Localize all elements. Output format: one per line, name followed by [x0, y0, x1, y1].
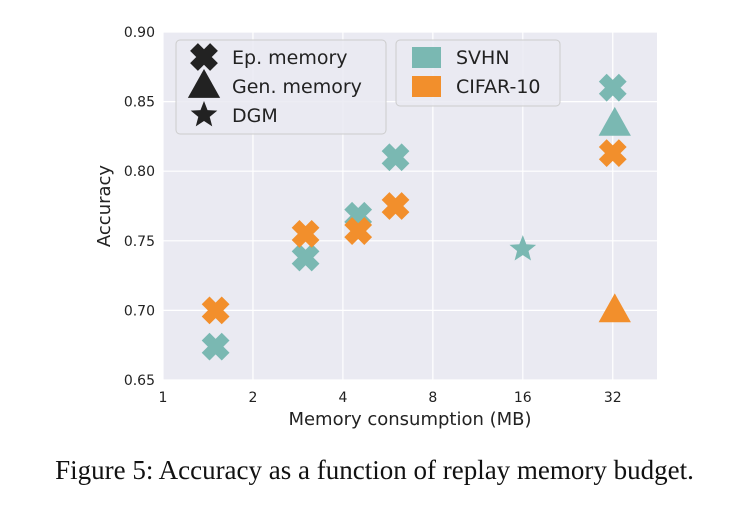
x-tick-label: 1: [159, 390, 168, 406]
legend-color-swatch: [412, 47, 441, 68]
ep-memory-point: [291, 243, 320, 272]
accuracy-chart: 1 2 4 8 16 32 0.65 0.70 0.75 0.80 0.85 0.90 Ep. me…: [94, 25, 657, 430]
figure-caption: Figure 5: Accuracy as a function of repl…: [55, 455, 694, 485]
legend-label: SVHN: [456, 47, 510, 69]
legend: Ep. memory Gen. memory DGM SVHN CIFAR-10: [175, 39, 561, 135]
x-tick-label: 8: [428, 390, 437, 406]
y-tick-label: 0.65: [124, 373, 155, 389]
ep-memory-point: [201, 332, 230, 361]
dgm-legend-icon: [190, 101, 218, 127]
ep-memory-point: [344, 217, 373, 245]
legend-label: DGM: [232, 105, 278, 127]
ep-memory-point: [598, 139, 627, 167]
legend-label: CIFAR-10: [456, 76, 541, 98]
gen-memory-legend-icon: [187, 69, 221, 98]
ep-memory-legend-icon: [190, 43, 218, 71]
y-tick-label: 0.85: [124, 95, 155, 111]
legend-label: Ep. memory: [232, 47, 348, 69]
ep-memory-point: [598, 73, 627, 102]
legend-color-swatch: [412, 76, 441, 97]
dgm-point: [509, 235, 537, 261]
y-axis-label: Accuracy: [94, 165, 115, 248]
gen-memory-point: [598, 106, 631, 136]
ep-memory-point: [381, 192, 410, 220]
y-tick-label: 0.80: [124, 164, 155, 180]
ep-memory-point: [201, 296, 230, 325]
ep-memory-point: [291, 219, 320, 248]
data-points: [201, 73, 631, 361]
y-tick-label: 0.90: [124, 25, 155, 41]
ep-memory-point: [381, 143, 410, 172]
x-tick-label: 16: [514, 390, 532, 406]
y-tick-labels: 0.65 0.70 0.75 0.80 0.85 0.90: [124, 25, 155, 389]
y-tick-label: 0.70: [124, 303, 155, 319]
x-tick-label: 2: [248, 390, 257, 406]
y-tick-label: 0.75: [124, 234, 155, 250]
x-tick-labels: 1 2 4 8 16 32: [159, 390, 622, 406]
x-tick-label: 4: [338, 390, 347, 406]
gen-memory-point: [598, 293, 631, 323]
x-tick-label: 32: [604, 390, 622, 406]
x-axis-label: Memory consumption (MB): [288, 409, 531, 430]
marker-legend-box: [175, 39, 387, 135]
legend-label: Gen. memory: [232, 76, 362, 98]
